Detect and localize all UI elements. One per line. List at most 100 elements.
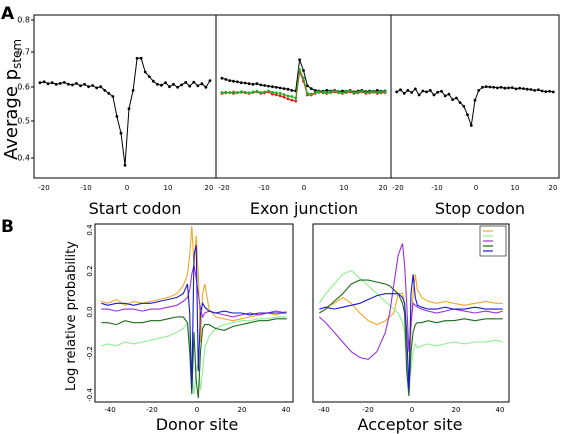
data-point (259, 83, 263, 87)
data-point (239, 81, 243, 85)
panel-b-yaxis: 0.4 0.2 0.0 -0.2 -0.4 (86, 224, 94, 402)
data-point (184, 81, 188, 84)
xtick-label: 20 (238, 406, 247, 414)
data-point (263, 90, 266, 94)
data-point (341, 91, 344, 95)
data-point (290, 89, 294, 92)
ytick-label: 0.8 (17, 16, 30, 25)
xtick-label: -10 (431, 184, 442, 192)
xtick-label: 10 (340, 184, 349, 192)
data-point (294, 99, 298, 103)
xtick-label: -20 (146, 406, 157, 414)
data-point (302, 69, 305, 72)
xtick-label: -20 (38, 184, 49, 192)
data-point (71, 83, 74, 87)
data-point (228, 91, 232, 95)
data-point (247, 91, 251, 95)
data-point (75, 82, 78, 85)
data-point (313, 91, 317, 95)
data-point (451, 98, 454, 101)
data-point (119, 131, 123, 135)
data-point (139, 56, 143, 60)
acceptor-site-xaxis: -40 -20 0 20 40 (318, 406, 504, 414)
exon-junction-xaxis: -20 -10 0 10 20 (218, 184, 387, 192)
data-point (278, 92, 282, 95)
data-point (208, 79, 212, 82)
data-point (395, 90, 399, 94)
xtick-label: 0 (302, 184, 306, 192)
xtick-label: -20 (218, 184, 229, 192)
data-point (529, 88, 533, 91)
data-point (298, 68, 301, 71)
data-point (267, 84, 270, 88)
data-point (255, 89, 259, 93)
data-point (352, 91, 356, 94)
data-point (379, 90, 383, 94)
data-point (99, 85, 103, 89)
data-point (440, 89, 443, 93)
data-point (544, 90, 548, 93)
data-point (286, 97, 290, 101)
data-point (247, 82, 251, 86)
panel-a-ylabel: Average pstem (1, 39, 24, 160)
data-point (368, 90, 371, 94)
data-point (135, 56, 139, 60)
data-point (54, 82, 58, 86)
data-point (236, 91, 239, 94)
data-point (360, 89, 364, 93)
data-point (160, 83, 163, 87)
data-point (477, 89, 481, 92)
data-point (282, 93, 286, 97)
data-point (243, 81, 247, 85)
series-line (101, 316, 287, 395)
data-point (251, 82, 255, 86)
data-point (236, 80, 239, 84)
data-point (496, 86, 499, 90)
data-point (95, 86, 99, 90)
data-point (447, 92, 451, 96)
data-point (317, 90, 321, 93)
series-line (221, 70, 386, 102)
xtick-label: 10 (164, 184, 173, 192)
xtick-label: -10 (80, 184, 91, 192)
data-point (325, 89, 329, 92)
data-point (425, 90, 428, 94)
data-point (348, 89, 352, 93)
data-point (443, 94, 447, 98)
data-point (383, 90, 387, 93)
data-point (67, 82, 70, 86)
xtick-label: -10 (258, 184, 269, 192)
data-point (510, 86, 514, 89)
data-point (220, 91, 224, 94)
stop-codon-xlabel: Stop codon (435, 199, 525, 218)
data-point (259, 91, 263, 94)
panel-b-ylabel: Log relative probability (64, 241, 79, 391)
data-point (123, 163, 127, 167)
data-point (325, 91, 329, 95)
data-point (42, 80, 46, 84)
data-point (87, 85, 90, 89)
data-point (111, 95, 115, 98)
series-line (101, 245, 287, 391)
xtick-label: 20 (205, 184, 214, 192)
xtick-label: 40 (496, 406, 505, 414)
data-point (50, 81, 54, 85)
data-point (255, 82, 259, 86)
data-point (278, 94, 282, 98)
data-point (503, 86, 507, 90)
data-point (176, 85, 180, 89)
start-codon-xaxis: -20 -10 0 10 20 (38, 184, 213, 192)
data-point (282, 87, 286, 90)
data-point (466, 113, 469, 117)
data-point (228, 79, 232, 82)
data-point (410, 91, 413, 94)
xtick-label: 10 (511, 184, 520, 192)
data-point (147, 75, 151, 78)
data-point (58, 82, 62, 85)
data-point (321, 90, 325, 94)
data-point (525, 87, 529, 91)
data-point (188, 84, 192, 88)
data-point (458, 101, 462, 104)
panel-b-label: B (1, 217, 14, 237)
data-point (481, 85, 484, 89)
